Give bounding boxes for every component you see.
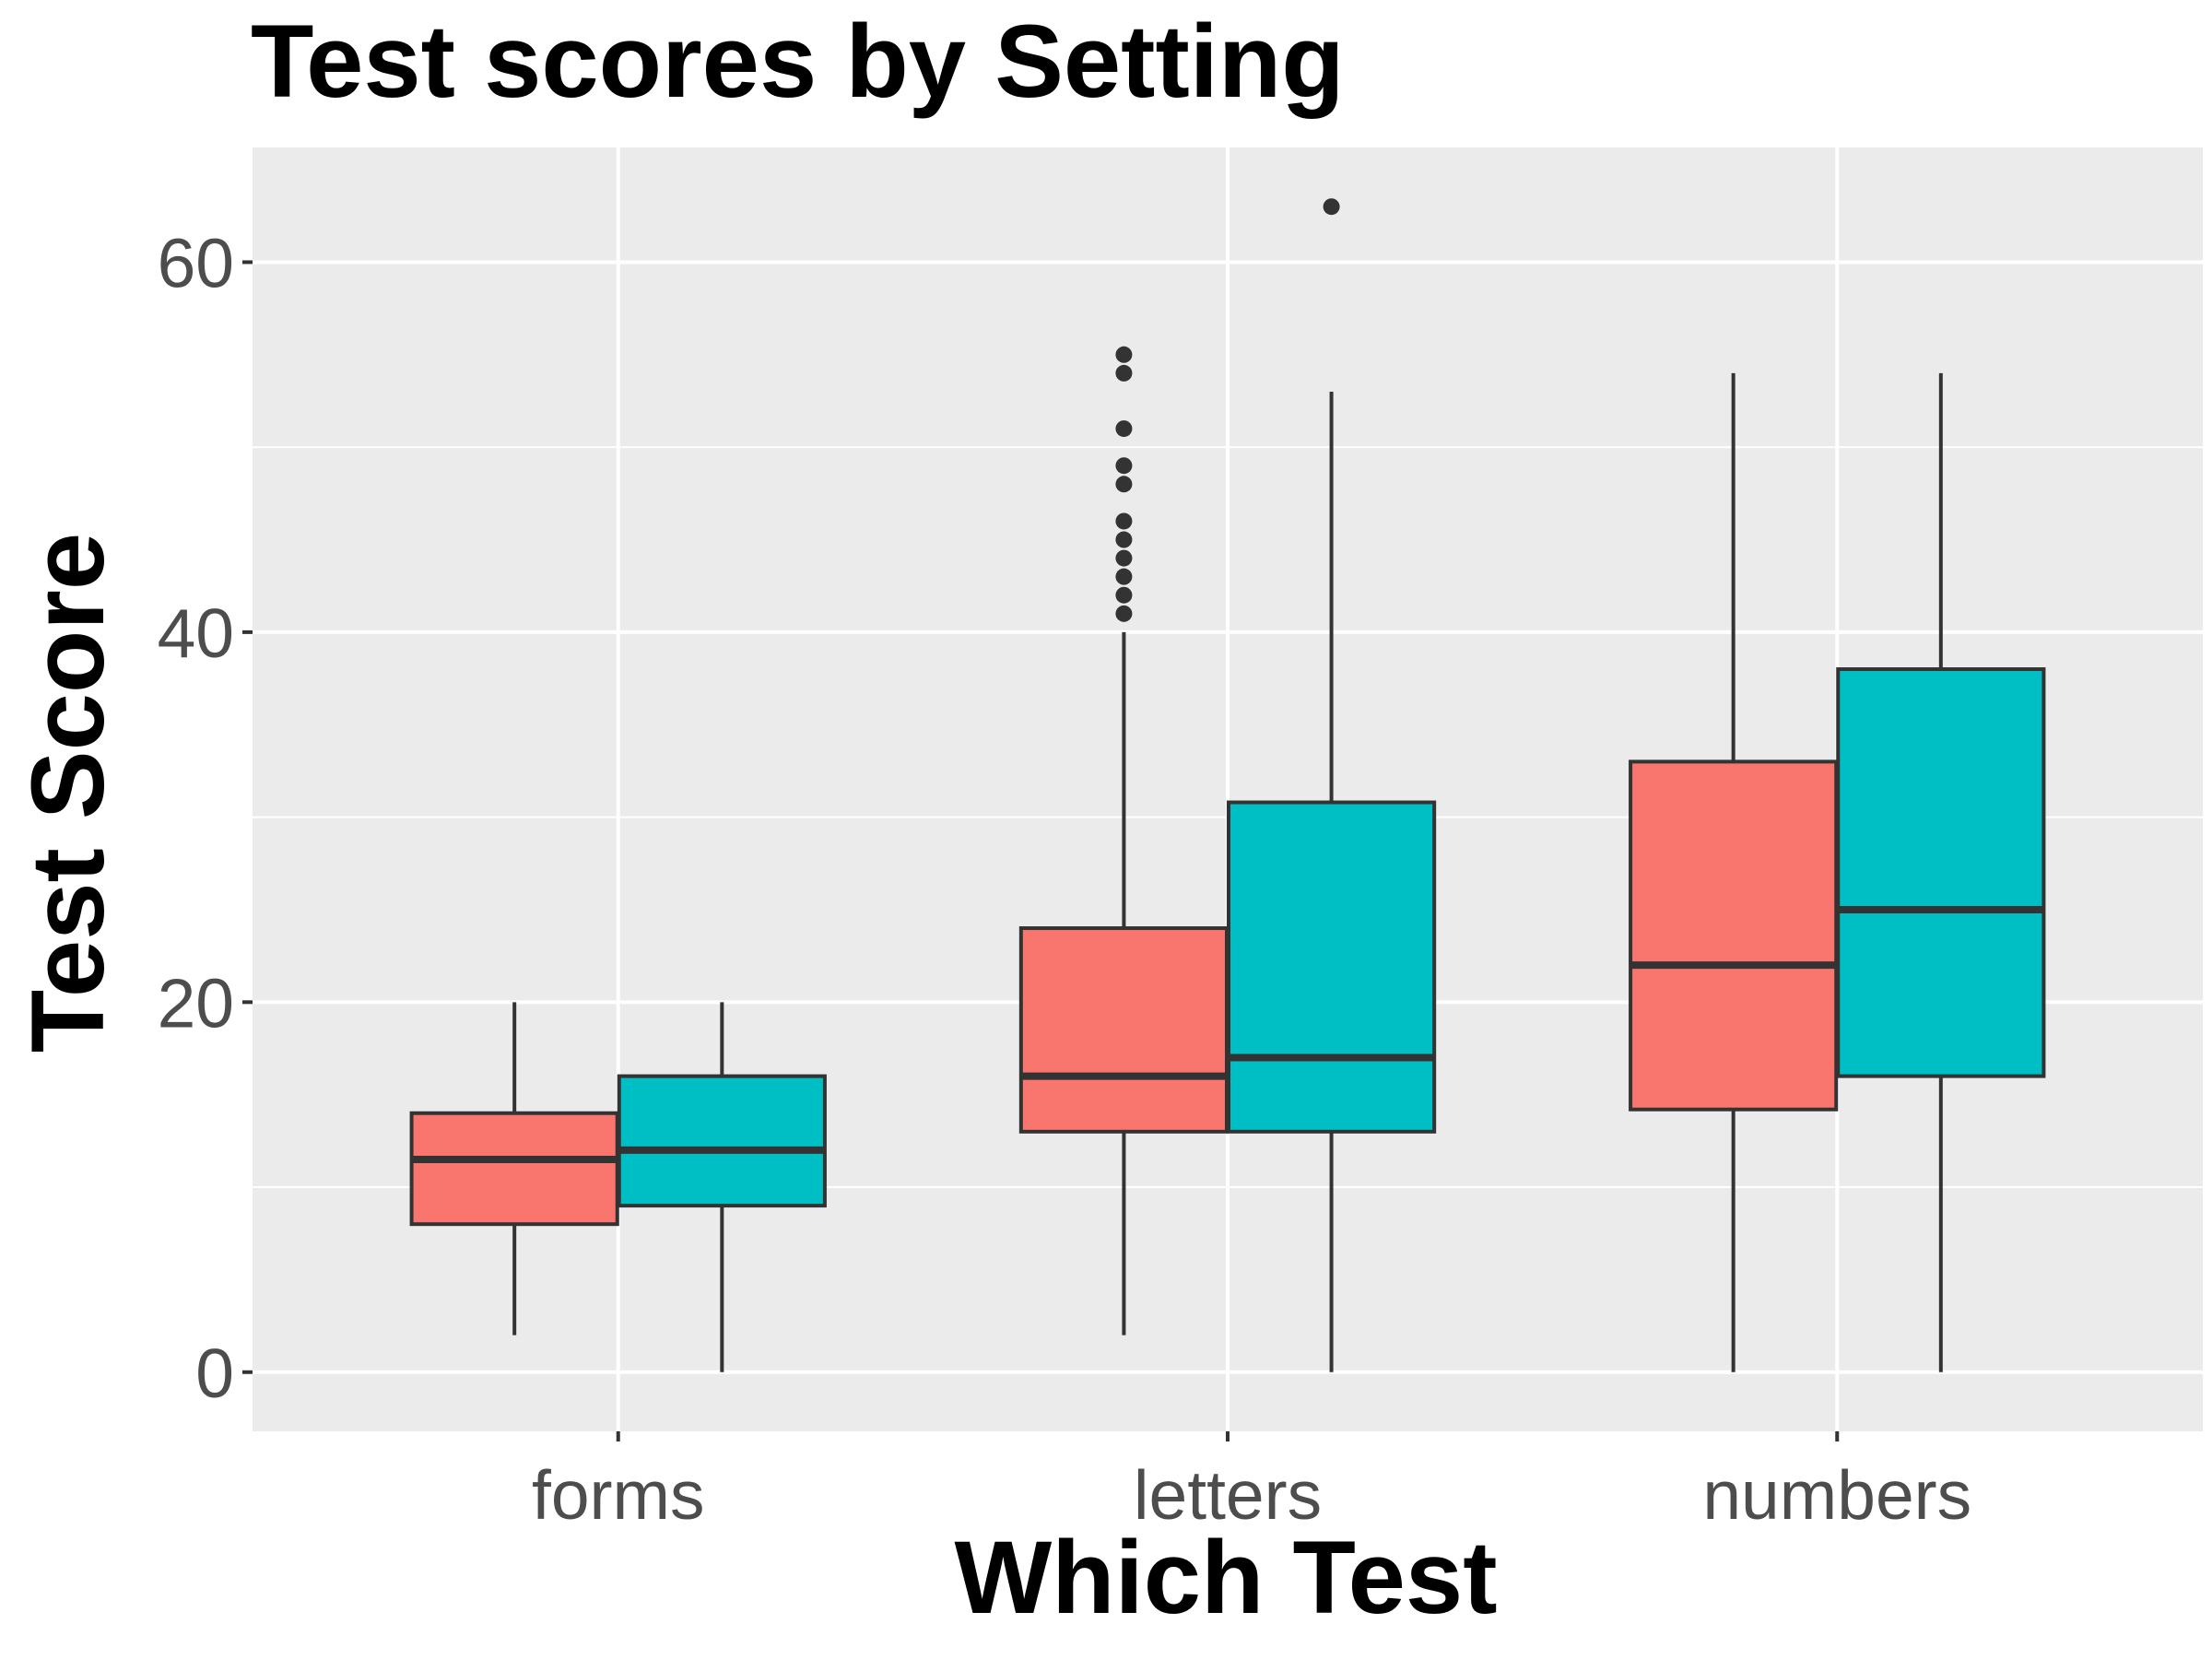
chart-title: Test scores by Setting bbox=[251, 4, 1345, 119]
x-tick-label: forms bbox=[532, 1456, 705, 1534]
box-forms-1 bbox=[409, 1002, 619, 1335]
box-letters-2 bbox=[1227, 198, 1437, 1372]
x-axis-ticks: forms letters numbers bbox=[532, 1431, 1971, 1534]
x-tick-label: letters bbox=[1134, 1456, 1322, 1534]
box-numbers-1 bbox=[1629, 372, 1839, 1372]
box-numbers-2 bbox=[1836, 372, 2046, 1372]
outlier-point bbox=[1323, 198, 1340, 216]
box-iqr bbox=[617, 1074, 827, 1208]
box-iqr bbox=[1629, 759, 1839, 1112]
x-axis-title: Which Test bbox=[954, 1520, 1497, 1635]
y-axis-title: Test Score bbox=[10, 533, 125, 1053]
outlier-point bbox=[1115, 420, 1133, 438]
outlier-point bbox=[1115, 568, 1133, 585]
y-tick-label: 60 bbox=[158, 224, 234, 301]
box-iqr bbox=[1018, 926, 1229, 1134]
box-forms-2 bbox=[617, 1002, 827, 1372]
outlier-point bbox=[1115, 457, 1133, 475]
box-iqr bbox=[1836, 667, 2046, 1078]
outlier-point bbox=[1115, 512, 1133, 530]
outlier-point bbox=[1115, 476, 1133, 493]
box-layer bbox=[409, 198, 2046, 1372]
y-axis-ticks: 0 20 40 60 bbox=[158, 224, 253, 1412]
y-tick-label: 40 bbox=[158, 594, 234, 672]
outlier-point bbox=[1115, 531, 1133, 548]
outlier-point bbox=[1115, 364, 1133, 382]
box-iqr bbox=[409, 1111, 619, 1227]
box-letters-1 bbox=[1018, 346, 1229, 1335]
x-tick-label: numbers bbox=[1702, 1456, 1971, 1534]
y-tick-label: 20 bbox=[158, 964, 234, 1041]
y-tick-label: 0 bbox=[195, 1335, 234, 1412]
outlier-point bbox=[1115, 586, 1133, 604]
outlier-point bbox=[1115, 346, 1133, 363]
outlier-point bbox=[1115, 549, 1133, 567]
outlier-point bbox=[1115, 605, 1133, 622]
box-iqr bbox=[1227, 800, 1437, 1134]
